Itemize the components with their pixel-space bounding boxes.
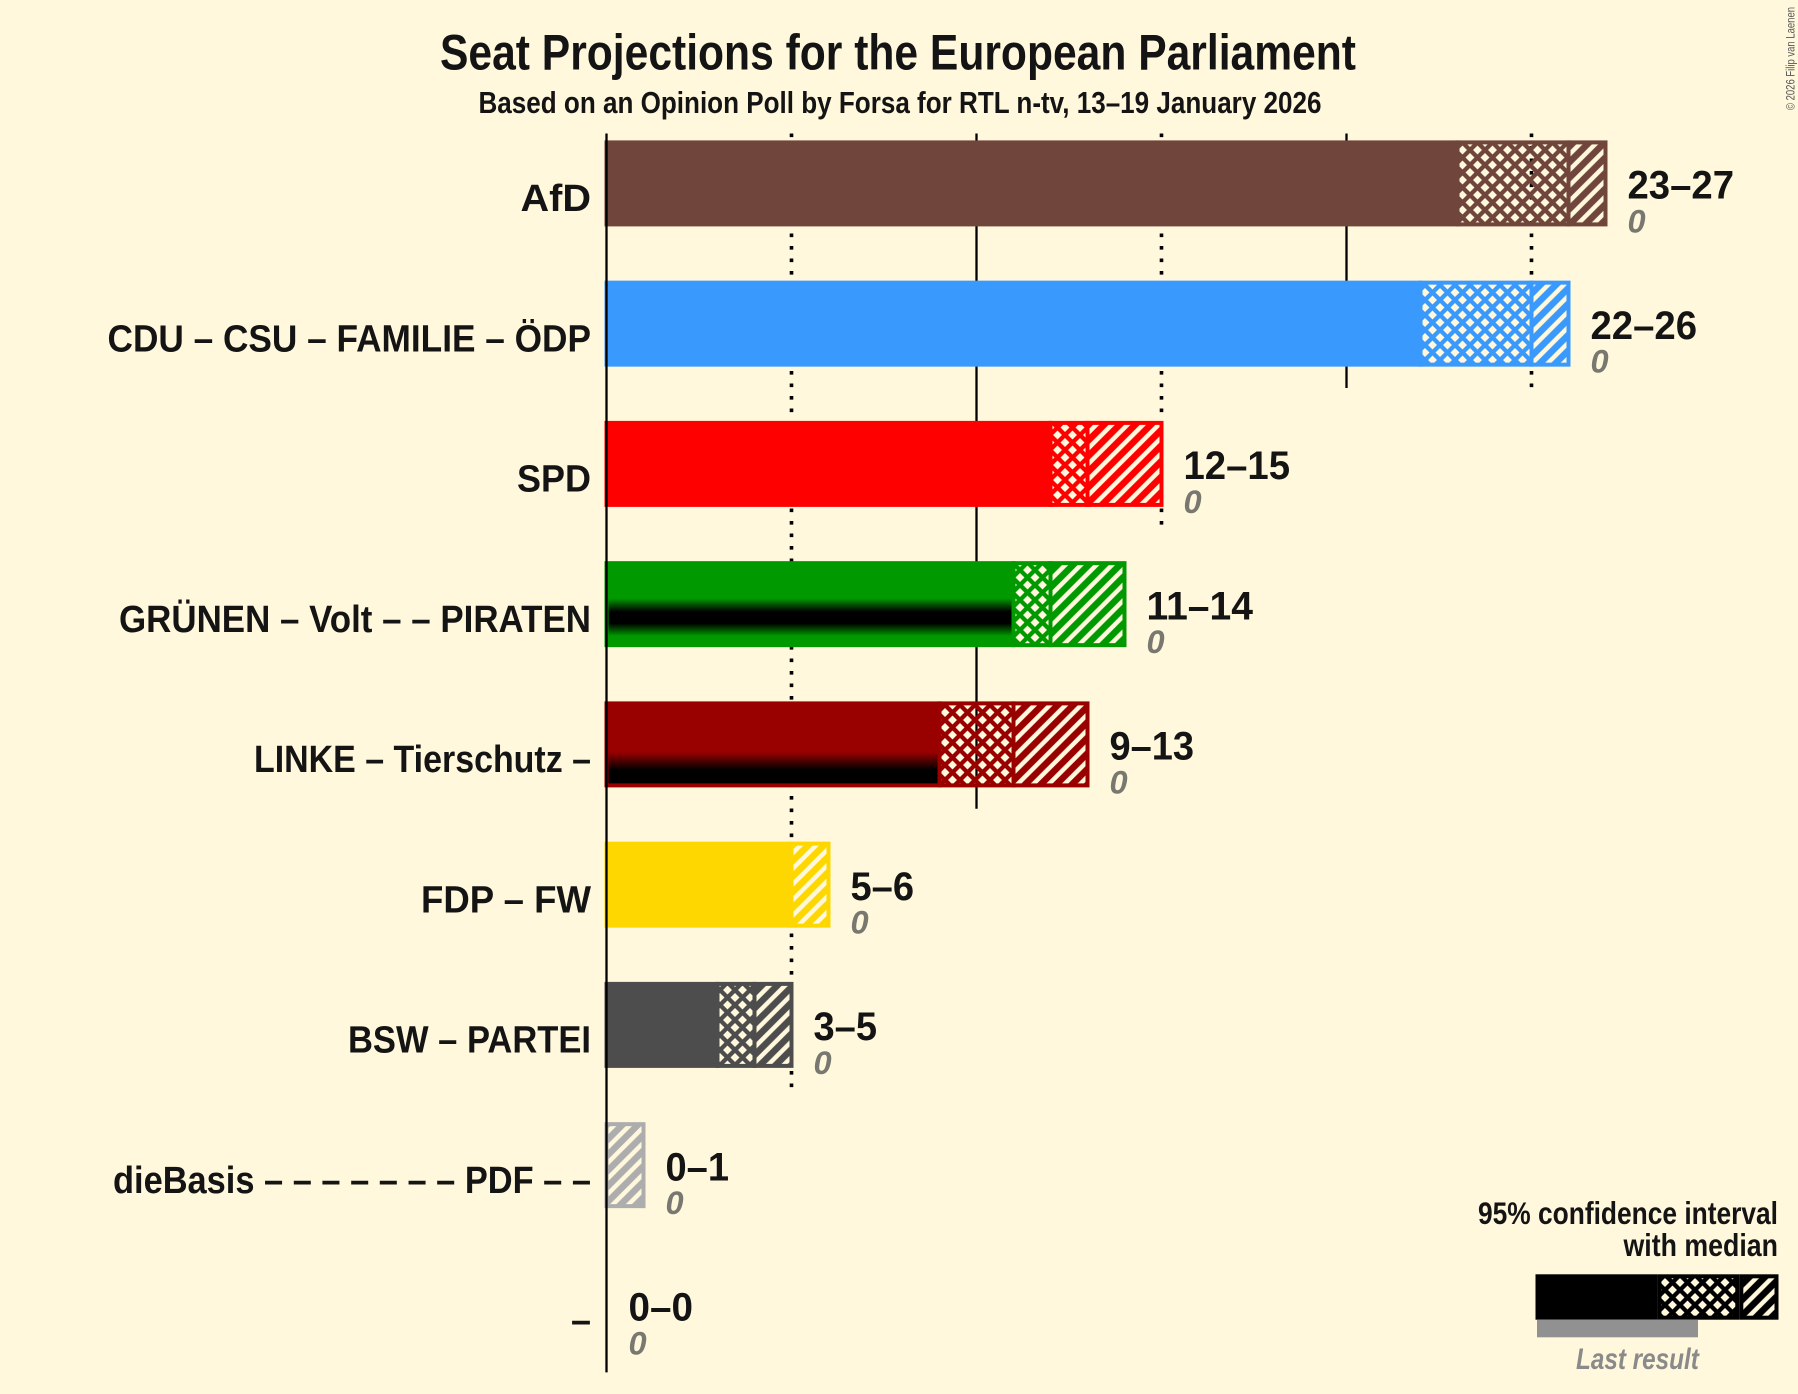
svg-text:22–26: 22–26	[1591, 304, 1698, 348]
svg-text:0–1: 0–1	[666, 1146, 730, 1190]
svg-text:AfD: AfD	[521, 178, 592, 220]
svg-text:with median: with median	[1623, 1227, 1778, 1263]
svg-text:0: 0	[1147, 624, 1165, 660]
svg-text:LINKE – Tierschutz –: LINKE – Tierschutz –	[254, 739, 591, 781]
svg-text:0: 0	[1184, 484, 1202, 520]
svg-text:5–6: 5–6	[851, 865, 915, 909]
svg-text:0: 0	[1628, 203, 1646, 239]
svg-text:0: 0	[814, 1045, 832, 1081]
svg-text:CDU – CSU – FAMILIE – ÖDP: CDU – CSU – FAMILIE – ÖDP	[108, 317, 592, 360]
svg-text:GRÜNEN – Volt – – PIRATEN: GRÜNEN – Volt – – PIRATEN	[119, 598, 591, 641]
svg-text:12–15: 12–15	[1184, 444, 1291, 488]
svg-text:© 2026 Filip van Laenen: © 2026 Filip van Laenen	[1785, 7, 1797, 110]
svg-text:0: 0	[851, 905, 869, 941]
svg-text:0: 0	[1591, 344, 1609, 380]
svg-text:23–27: 23–27	[1628, 164, 1735, 208]
svg-text:Based on an Opinion Poll by Fo: Based on an Opinion Poll by Forsa for RT…	[479, 86, 1322, 120]
svg-text:0–0: 0–0	[629, 1286, 694, 1330]
svg-text:BSW – PARTEI: BSW – PARTEI	[348, 1020, 591, 1062]
svg-text:Last result: Last result	[1576, 1343, 1700, 1376]
svg-text:9–13: 9–13	[1110, 725, 1195, 769]
svg-text:0: 0	[629, 1325, 647, 1361]
svg-text:Seat Projections for the Europ: Seat Projections for the European Parlia…	[440, 24, 1356, 81]
svg-text:dieBasis – – – – – – – PDF – –: dieBasis – – – – – – – PDF – –	[113, 1160, 591, 1202]
svg-text:11–14: 11–14	[1147, 584, 1254, 628]
svg-text:SPD: SPD	[517, 459, 591, 501]
svg-text:0: 0	[1110, 764, 1128, 800]
svg-text:0: 0	[666, 1185, 684, 1221]
svg-text:–: –	[571, 1300, 591, 1342]
svg-text:FDP – FW: FDP – FW	[421, 879, 591, 921]
svg-text:3–5: 3–5	[814, 1005, 878, 1049]
svg-text:95% confidence interval: 95% confidence interval	[1478, 1195, 1778, 1231]
